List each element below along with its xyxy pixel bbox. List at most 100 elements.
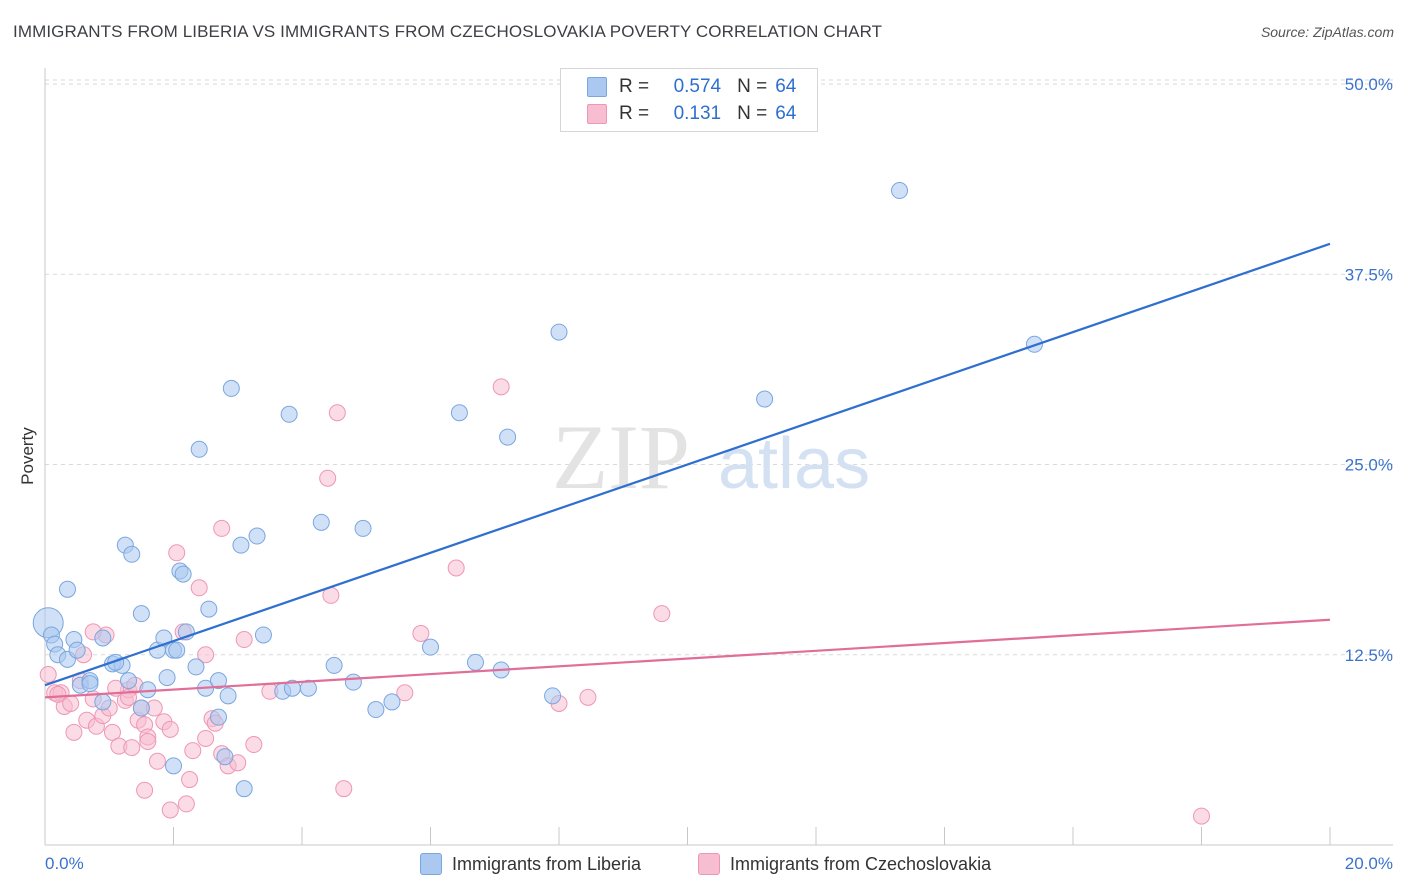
liberia-point — [158, 669, 176, 687]
y-tick-label: 50.0% — [1345, 75, 1393, 94]
czechoslovakia-point — [49, 685, 67, 703]
liberia-point — [499, 428, 517, 446]
czechoslovakia-point — [161, 720, 179, 738]
liberia-point — [200, 600, 218, 618]
liberia-point — [187, 658, 205, 676]
legend-n-value-czechoslovakia: 64 — [775, 103, 797, 124]
bottom-legend-swatch-czechoslovakia — [698, 853, 720, 875]
czechoslovakia-point — [177, 795, 195, 813]
czechoslovakia-point — [197, 646, 215, 664]
trendline-czechoslovakia — [44, 618, 1331, 699]
trendlines — [44, 242, 1331, 699]
chart-title: IMMIGRANTS FROM LIBERIA VS IMMIGRANTS FR… — [13, 22, 883, 41]
liberia-point — [123, 545, 141, 563]
czechoslovakia-point — [447, 559, 465, 577]
liberia-point — [222, 379, 240, 397]
czechoslovakia-point — [168, 544, 186, 562]
liberia-point — [216, 748, 234, 766]
czechoslovakia-point — [412, 624, 430, 642]
liberia-point — [68, 641, 86, 659]
liberia-point — [232, 536, 250, 554]
liberia-point — [312, 513, 330, 531]
liberia-point — [94, 693, 112, 711]
liberia-point — [165, 757, 182, 775]
czechoslovakia-point — [492, 378, 510, 396]
liberia-point — [219, 687, 237, 705]
liberia-point — [132, 699, 150, 717]
watermark-zip: ZIP — [552, 406, 690, 508]
czechoslovakia-point — [1193, 807, 1210, 825]
czechoslovakia-point — [245, 736, 263, 754]
liberia-point — [174, 565, 192, 583]
liberia-point — [120, 672, 138, 690]
czechoslovakia-point — [235, 631, 253, 649]
bottom-legend-liberia: Immigrants from Liberia — [420, 852, 641, 876]
legend: R = 0.574 N = 64 R = 0.131 N = 64 — [560, 68, 818, 132]
legend-r-value-czechoslovakia: 0.131 — [673, 103, 722, 124]
liberia-point — [107, 653, 125, 671]
liberia-point — [280, 405, 298, 423]
watermark-atlas: atlas — [718, 424, 870, 504]
liberia-point — [168, 641, 186, 659]
legend-row-czechoslovakia: R = 0.131 N = 64 — [587, 102, 796, 126]
gridlines — [45, 79, 1393, 656]
legend-n-value-liberia: 64 — [775, 76, 797, 97]
liberia-point — [450, 404, 468, 422]
czechoslovakia-point — [396, 684, 414, 702]
czechoslovakia-point — [148, 752, 166, 770]
liberia-point — [190, 440, 208, 458]
liberia-point — [466, 653, 484, 671]
liberia-point — [344, 673, 362, 691]
bottom-legend-swatch-liberia — [420, 853, 442, 875]
liberia-point — [254, 626, 272, 644]
source-label: Source: ZipAtlas.com — [1260, 24, 1394, 40]
czechoslovakia-point — [319, 469, 337, 487]
czechoslovakia-point — [197, 729, 215, 747]
czechoslovakia-point — [335, 780, 353, 798]
legend-swatch-czechoslovakia — [587, 104, 607, 124]
liberia-point — [299, 679, 317, 697]
czechoslovakia-point — [181, 771, 199, 789]
liberia-point — [248, 527, 266, 545]
tick-labels: 12.5% 25.0% 37.5% 50.0% 0.0% 20.0% — [45, 75, 1393, 873]
y-tick-label: 37.5% — [1345, 265, 1393, 284]
liberia-point — [81, 675, 99, 693]
liberia-point — [209, 708, 227, 726]
y-tick-label: 12.5% — [1345, 646, 1393, 665]
liberia-point — [550, 323, 568, 341]
liberia-point — [544, 687, 562, 705]
legend-r-value-liberia: 0.574 — [673, 76, 722, 97]
legend-row-liberia: R = 0.574 N = 64 — [587, 75, 796, 99]
legend-n-label: N = — [737, 76, 768, 97]
liberia-point — [58, 580, 76, 598]
czechoslovakia-point — [653, 605, 671, 623]
legend-n-label: N = — [737, 103, 768, 124]
czechoslovakia-point — [579, 688, 597, 706]
liberia-point — [354, 519, 372, 537]
czechoslovakia-point — [190, 579, 208, 597]
x-tick-label-start: 0.0% — [45, 854, 84, 873]
liberia-point — [367, 701, 385, 719]
czechoslovakia-point — [103, 723, 121, 741]
bottom-legend-label-czechoslovakia: Immigrants from Czechoslovakia — [730, 853, 992, 874]
watermark: ZIP atlas — [552, 406, 870, 508]
bottom-legend-czechoslovakia: Immigrants from Czechoslovakia — [698, 852, 991, 876]
czechoslovakia-point — [123, 739, 141, 757]
czechoslovakia-point — [184, 742, 202, 760]
x-tick-label-end: 20.0% — [1345, 854, 1393, 873]
liberia-point — [891, 182, 909, 200]
series-liberia-points — [32, 182, 1043, 798]
czechoslovakia-point — [136, 781, 154, 799]
liberia-point — [325, 656, 343, 674]
liberia-point — [94, 629, 112, 647]
legend-r-label: R = — [619, 76, 650, 97]
liberia-point — [235, 780, 253, 798]
legend-swatch-liberia — [587, 77, 607, 97]
y-tick-label: 25.0% — [1345, 456, 1393, 475]
liberia-point — [422, 638, 439, 656]
liberia-point — [132, 605, 150, 623]
liberia-point — [756, 390, 774, 408]
trendline-liberia — [44, 242, 1331, 687]
bottom-legend-label-liberia: Immigrants from Liberia — [452, 853, 642, 874]
